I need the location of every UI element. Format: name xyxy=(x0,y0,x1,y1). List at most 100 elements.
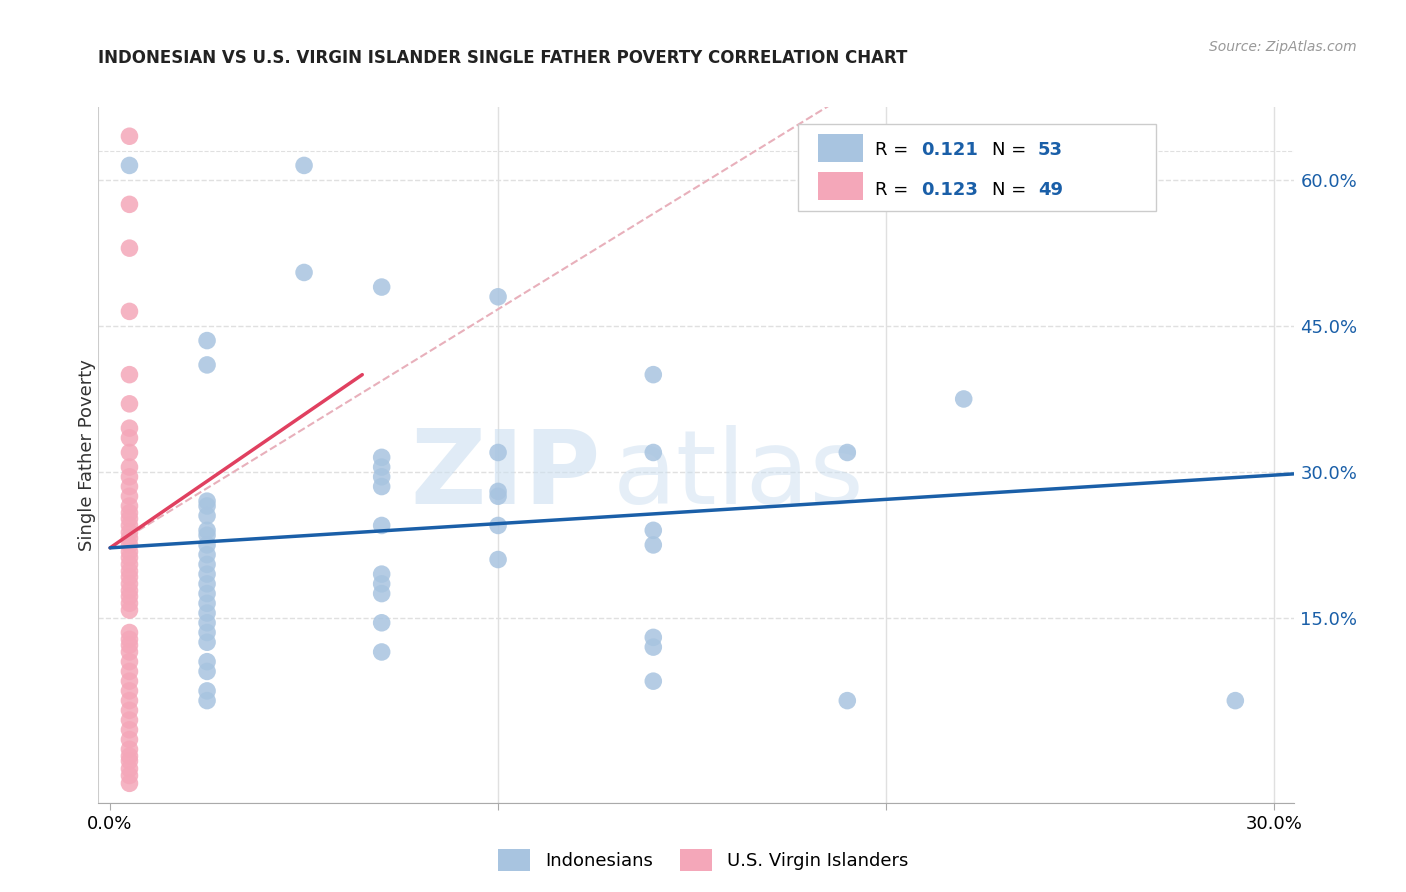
Text: Source: ZipAtlas.com: Source: ZipAtlas.com xyxy=(1209,40,1357,54)
Point xyxy=(195,635,218,649)
Point xyxy=(118,762,141,776)
FancyBboxPatch shape xyxy=(797,124,1156,211)
Point xyxy=(118,241,141,255)
Point xyxy=(118,632,141,647)
Point xyxy=(195,508,218,523)
Point xyxy=(643,640,665,654)
Point xyxy=(195,665,218,679)
Point xyxy=(118,550,141,565)
Point xyxy=(118,499,141,513)
Text: atlas: atlas xyxy=(613,425,865,526)
Point xyxy=(118,421,141,435)
Point xyxy=(118,577,141,591)
Text: N =: N = xyxy=(993,141,1032,160)
Point xyxy=(195,494,218,508)
Point xyxy=(643,445,665,459)
Point xyxy=(118,723,141,737)
Point xyxy=(370,577,392,591)
FancyBboxPatch shape xyxy=(818,134,863,161)
Text: R =: R = xyxy=(875,181,914,199)
Text: 0.121: 0.121 xyxy=(921,141,977,160)
Point xyxy=(370,280,392,294)
Point xyxy=(370,518,392,533)
Text: 53: 53 xyxy=(1038,141,1063,160)
Point xyxy=(195,577,218,591)
Point xyxy=(118,754,141,768)
Point xyxy=(370,460,392,475)
Point xyxy=(370,586,392,600)
Text: 0.123: 0.123 xyxy=(921,181,977,199)
Point xyxy=(118,431,141,445)
Point xyxy=(118,732,141,747)
Point xyxy=(370,567,392,582)
Point xyxy=(643,631,665,645)
Text: N =: N = xyxy=(993,181,1032,199)
Point xyxy=(195,334,218,348)
Point xyxy=(118,570,141,584)
Point xyxy=(195,558,218,572)
Point xyxy=(370,479,392,493)
Point xyxy=(837,693,859,707)
Point xyxy=(195,596,218,610)
Point xyxy=(486,290,509,304)
Point xyxy=(837,445,859,459)
Point xyxy=(195,684,218,698)
Point xyxy=(952,392,974,406)
Point xyxy=(195,548,218,562)
Point xyxy=(195,524,218,538)
Point xyxy=(118,479,141,493)
Point xyxy=(118,645,141,659)
Point xyxy=(118,665,141,679)
Point xyxy=(118,655,141,669)
Point xyxy=(118,703,141,717)
Point xyxy=(118,625,141,640)
Point xyxy=(118,525,141,540)
Point xyxy=(118,590,141,604)
Point xyxy=(195,499,218,513)
Text: R =: R = xyxy=(875,141,914,160)
Point xyxy=(118,749,141,764)
Point xyxy=(118,368,141,382)
Point xyxy=(118,638,141,652)
FancyBboxPatch shape xyxy=(818,172,863,200)
Point xyxy=(118,129,141,144)
Point xyxy=(643,368,665,382)
Text: 49: 49 xyxy=(1038,181,1063,199)
Point xyxy=(486,489,509,503)
Point xyxy=(118,511,141,525)
Point xyxy=(118,304,141,318)
Point xyxy=(370,450,392,465)
Point xyxy=(486,518,509,533)
Point xyxy=(195,655,218,669)
Point xyxy=(195,615,218,630)
Point xyxy=(370,645,392,659)
Point xyxy=(118,674,141,689)
Point xyxy=(118,197,141,211)
Point xyxy=(195,586,218,600)
Point xyxy=(118,518,141,533)
Point xyxy=(195,538,218,552)
Point xyxy=(118,742,141,756)
Text: ZIP: ZIP xyxy=(411,425,600,526)
Point xyxy=(292,265,315,279)
Point xyxy=(195,693,218,707)
Point xyxy=(118,489,141,503)
Point xyxy=(643,538,665,552)
Point xyxy=(118,776,141,790)
Point xyxy=(118,768,141,782)
Point xyxy=(486,484,509,499)
Point xyxy=(118,506,141,520)
Point xyxy=(195,567,218,582)
Point xyxy=(118,558,141,572)
Point xyxy=(643,524,665,538)
Point xyxy=(118,693,141,707)
Point xyxy=(486,445,509,459)
Text: INDONESIAN VS U.S. VIRGIN ISLANDER SINGLE FATHER POVERTY CORRELATION CHART: INDONESIAN VS U.S. VIRGIN ISLANDER SINGL… xyxy=(98,49,908,67)
Point xyxy=(195,358,218,372)
Point xyxy=(118,596,141,610)
Point xyxy=(370,615,392,630)
Point xyxy=(118,470,141,484)
Point xyxy=(118,460,141,475)
Point xyxy=(643,674,665,689)
Point xyxy=(486,552,509,566)
